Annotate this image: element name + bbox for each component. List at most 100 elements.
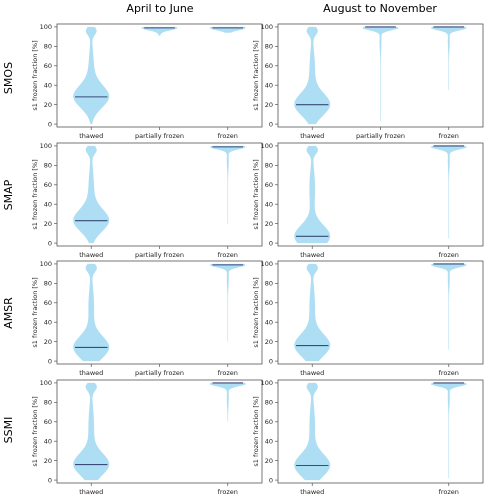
y-tick-label: 60 xyxy=(44,62,52,70)
x-tick-label-frozen: frozen xyxy=(218,251,238,259)
y-tick-label: 40 xyxy=(44,437,52,445)
y-tick-label: 100 xyxy=(40,142,52,150)
x-tick-label-frozen: frozen xyxy=(439,251,459,259)
x-tick-label-partially-frozen: partially frozen xyxy=(135,369,184,377)
violin-thawed xyxy=(294,26,331,125)
x-tick-label-thawed: thawed xyxy=(300,132,324,140)
y-tick-label: 20 xyxy=(265,457,273,465)
x-tick-label-partially-frozen: partially frozen xyxy=(356,132,405,140)
x-tick-label-thawed: thawed xyxy=(300,251,324,259)
y-tick-label: 40 xyxy=(265,437,273,445)
y-tick-label: 20 xyxy=(265,220,273,228)
x-tick-label-frozen: frozen xyxy=(218,369,238,377)
axes-frame xyxy=(56,379,263,484)
violin-frozen xyxy=(430,263,467,350)
y-axis-label: s1 frozen fraction [%] xyxy=(31,277,39,347)
violin-partially-frozen xyxy=(362,26,399,122)
y-tick-label: 80 xyxy=(265,399,273,407)
y-axis-label: s1 frozen fraction [%] xyxy=(252,40,260,110)
y-tick-label: 100 xyxy=(40,379,52,387)
y-axis-label: s1 frozen fraction [%] xyxy=(252,159,260,229)
panel-smap-apr-jun: 0 20 40 60 80 100 s1 frozen fraction [%] thawed… xyxy=(31,142,263,259)
y-tick-label: 0 xyxy=(269,239,273,247)
y-tick-label: 100 xyxy=(261,142,273,150)
row-label-ssmi: SSMI xyxy=(2,417,15,444)
y-tick-label: 20 xyxy=(44,101,52,109)
y-tick-label: 80 xyxy=(44,280,52,288)
y-axis-label: s1 frozen fraction [%] xyxy=(31,159,39,229)
panels: 0 20 40 60 80 100 s1 frozen fraction [%] thawed… xyxy=(31,23,484,496)
panel-amsr-apr-jun: 0 20 40 60 80 100 s1 frozen fraction [%] thawed… xyxy=(31,260,263,377)
y-tick-label: 100 xyxy=(40,260,52,268)
violin-thawed xyxy=(294,382,331,481)
x-tick-label-frozen: frozen xyxy=(218,132,238,140)
violin-frozen xyxy=(430,382,467,479)
y-tick-label: 100 xyxy=(261,23,273,31)
y-tick-label: 0 xyxy=(269,476,273,484)
violin-thawed xyxy=(294,263,331,362)
violin-thawed xyxy=(73,26,110,125)
panel-ssmi-apr-jun: 0 20 40 60 80 100 s1 frozen fraction [%] thawed… xyxy=(31,379,263,496)
y-axis-label: s1 frozen fraction [%] xyxy=(31,396,39,466)
y-tick-label: 100 xyxy=(40,23,52,31)
x-tick-label-frozen: frozen xyxy=(439,132,459,140)
y-tick-label: 0 xyxy=(269,120,273,128)
violin-partially-frozen xyxy=(141,26,178,36)
y-tick-label: 60 xyxy=(44,418,52,426)
panel-smap-aug-nov: 0 20 40 60 80 100 s1 frozen fraction [%] thawed… xyxy=(252,142,484,259)
violin-frozen xyxy=(430,145,467,239)
violin-frozen xyxy=(209,382,246,422)
violin-thawed xyxy=(73,145,110,244)
y-tick-label: 0 xyxy=(48,357,52,365)
y-axis-label: s1 frozen fraction [%] xyxy=(252,396,260,466)
violin-frozen xyxy=(209,263,246,342)
y-tick-label: 80 xyxy=(265,162,273,170)
y-tick-label: 40 xyxy=(44,200,52,208)
y-tick-label: 100 xyxy=(261,379,273,387)
y-tick-label: 20 xyxy=(265,101,273,109)
y-tick-label: 40 xyxy=(265,200,273,208)
y-tick-label: 0 xyxy=(269,357,273,365)
x-tick-label-thawed: thawed xyxy=(79,369,103,377)
x-tick-label-thawed: thawed xyxy=(79,251,103,259)
y-tick-label: 40 xyxy=(44,318,52,326)
panel-smos-aug-nov: 0 20 40 60 80 100 s1 frozen fraction [%] thawed… xyxy=(252,23,484,140)
violin-thawed xyxy=(73,382,110,481)
y-axis-label: s1 frozen fraction [%] xyxy=(252,277,260,347)
row-label-smap: SMAP xyxy=(2,179,15,210)
y-tick-label: 100 xyxy=(261,260,273,268)
y-tick-label: 80 xyxy=(44,399,52,407)
axes-frame xyxy=(277,379,484,484)
panel-amsr-aug-nov: 0 20 40 60 80 100 s1 frozen fraction [%] thawed… xyxy=(252,260,484,377)
y-tick-label: 60 xyxy=(44,181,52,189)
y-tick-label: 80 xyxy=(265,43,273,51)
axes-frame xyxy=(277,142,484,247)
panel-smos-apr-jun: 0 20 40 60 80 100 s1 frozen fraction [%] thawed… xyxy=(31,23,263,140)
x-tick-label-partially-frozen: partially frozen xyxy=(135,132,184,140)
x-tick-label-frozen: frozen xyxy=(218,488,238,496)
x-tick-label-partially-frozen: partially frozen xyxy=(135,251,184,259)
y-tick-label: 60 xyxy=(44,299,52,307)
y-tick-label: 40 xyxy=(265,81,273,89)
y-tick-label: 0 xyxy=(48,239,52,247)
y-tick-label: 80 xyxy=(44,43,52,51)
x-tick-label-thawed: thawed xyxy=(79,132,103,140)
y-tick-label: 40 xyxy=(265,318,273,326)
column-title-april-june: April to June xyxy=(126,2,193,15)
x-tick-label-thawed: thawed xyxy=(300,488,324,496)
row-label-smos: SMOS xyxy=(2,62,15,94)
y-tick-label: 0 xyxy=(48,476,52,484)
violin-thawed xyxy=(294,145,331,244)
y-tick-label: 80 xyxy=(265,280,273,288)
y-tick-label: 20 xyxy=(44,220,52,228)
y-tick-label: 60 xyxy=(265,181,273,189)
y-tick-label: 20 xyxy=(44,338,52,346)
y-axis-label: s1 frozen fraction [%] xyxy=(31,40,39,110)
x-tick-label-thawed: thawed xyxy=(79,488,103,496)
y-tick-label: 40 xyxy=(44,81,52,89)
violin-frozen xyxy=(209,145,246,224)
y-tick-label: 80 xyxy=(44,162,52,170)
row-label-amsr: AMSR xyxy=(2,297,15,329)
y-tick-label: 20 xyxy=(44,457,52,465)
